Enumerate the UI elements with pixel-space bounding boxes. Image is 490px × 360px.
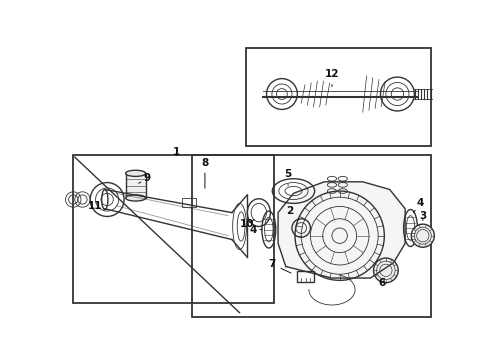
Text: 8: 8 xyxy=(201,158,209,188)
Text: 1: 1 xyxy=(173,147,180,157)
Bar xyxy=(297,271,314,282)
Text: 6: 6 xyxy=(378,278,386,288)
Text: 4: 4 xyxy=(414,198,424,213)
Bar xyxy=(245,48,431,147)
Text: 11: 11 xyxy=(88,202,102,211)
Bar xyxy=(182,198,196,207)
Circle shape xyxy=(411,224,435,247)
Polygon shape xyxy=(278,182,405,278)
Circle shape xyxy=(373,258,398,283)
Text: 4: 4 xyxy=(250,225,262,235)
Bar xyxy=(192,155,431,316)
Bar xyxy=(74,155,274,303)
Ellipse shape xyxy=(125,170,146,176)
Text: 3: 3 xyxy=(419,211,426,221)
Text: 7: 7 xyxy=(269,259,291,273)
Text: 12: 12 xyxy=(325,69,339,87)
Text: 9: 9 xyxy=(139,173,151,183)
Text: 5: 5 xyxy=(285,169,292,186)
Text: 10: 10 xyxy=(240,219,254,229)
Ellipse shape xyxy=(125,195,146,201)
Bar xyxy=(125,173,146,198)
Text: 2: 2 xyxy=(286,206,299,220)
